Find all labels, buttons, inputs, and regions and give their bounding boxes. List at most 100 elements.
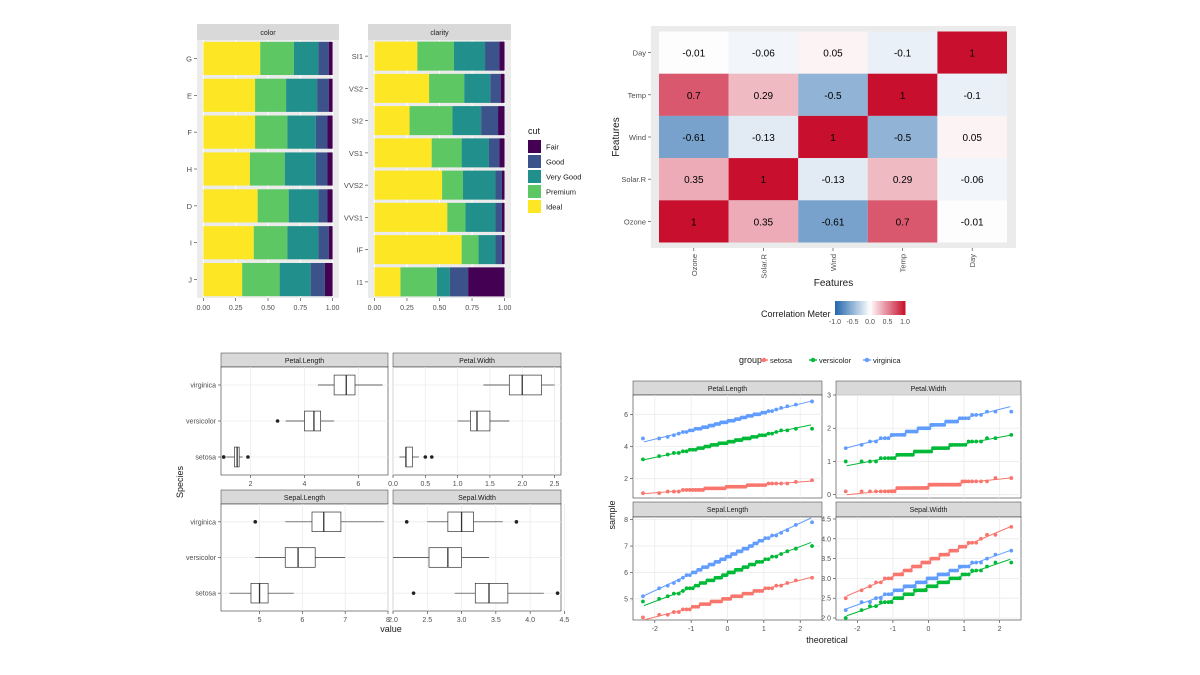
heatmap-cell — [867, 200, 938, 243]
cell-value-label: 0.35 — [754, 217, 774, 228]
facet-sepal-width: Sepal.Width -2 -1 0 1 2 2.0 2.5 3.0 3.5 4.0 4.5 — [821, 501, 1022, 633]
qq-point-virginica — [955, 419, 960, 424]
cell-value-label: 0.05 — [823, 49, 843, 60]
qq-point-versicolor — [974, 568, 979, 573]
qq-point-setosa — [641, 491, 645, 496]
qq-point-versicolor — [763, 433, 768, 438]
qq-point-setosa — [1009, 525, 1014, 529]
colorbar-segment — [889, 301, 892, 315]
colorbar-segment — [875, 301, 878, 315]
qq-point-versicolor — [665, 594, 670, 599]
colorbar-segment — [873, 301, 876, 315]
qq-point-virginica — [665, 583, 670, 588]
bar-segment-good — [495, 235, 502, 265]
qq-point-versicolor — [882, 456, 887, 461]
qq-point-setosa — [874, 489, 878, 494]
qq-point-setosa — [681, 488, 685, 492]
qq-point-virginica — [993, 409, 998, 414]
qq-point-setosa — [868, 489, 872, 494]
cell-value-label: -0.5 — [894, 133, 912, 144]
legend-key-point — [761, 357, 767, 363]
qq-point-setosa — [739, 594, 744, 599]
qq-point-setosa — [779, 583, 784, 588]
qq-point-virginica — [914, 429, 919, 434]
cell-value-label: 1 — [830, 133, 836, 144]
box-versicolor — [428, 547, 462, 568]
facet-strip — [197, 24, 339, 40]
cell-value-label: -0.06 — [752, 49, 775, 60]
facet-clarity: clarity 0.00 0.25 0.50 0.75 1.00 SI1 VS2 SI2 VS1 V… — [344, 24, 511, 312]
qq-point-virginica — [687, 573, 692, 578]
qq-point-setosa — [985, 532, 989, 537]
qq-point-setosa — [754, 483, 759, 488]
qq-point-setosa — [693, 488, 698, 492]
qq-point-versicolor — [993, 436, 998, 441]
qq-point-virginica — [750, 544, 754, 548]
qq-point-versicolor — [757, 433, 762, 438]
qq-point-setosa — [810, 478, 814, 483]
legend-tick-label: 0.0 — [865, 319, 875, 326]
legend-label: Fair — [546, 143, 559, 152]
cell-value-label: -0.1 — [894, 49, 912, 60]
cell-value-label: 1 — [691, 217, 697, 228]
qq-point-setosa — [878, 489, 883, 494]
x-tick-label: 4.5 — [560, 617, 570, 624]
heatmap-cell — [867, 158, 938, 201]
bar-segment-very-good — [279, 262, 311, 297]
bar-segment-good — [315, 152, 328, 186]
x-tick-label: -2 — [652, 626, 658, 633]
y-tick-label: 5 — [624, 596, 628, 603]
y-tick-label: setosa — [195, 455, 216, 462]
bar-segment-very-good — [478, 235, 496, 265]
bar-segment-ideal — [203, 41, 261, 76]
qq-point-versicolor — [641, 599, 645, 604]
qq-point-setosa — [960, 479, 965, 484]
x-tick-label: 0.75 — [293, 305, 307, 312]
colorbar-segment — [871, 301, 874, 315]
x-tick-label: 2.5 — [550, 481, 560, 488]
x-tick-label: 6 — [300, 617, 304, 624]
legend-label: virginica — [873, 356, 901, 365]
x-tick-label: 7 — [343, 617, 347, 624]
qq-point-virginica — [878, 436, 883, 441]
heatmap-cell — [659, 158, 729, 201]
qq-point-setosa — [665, 489, 670, 494]
qq-point-versicolor — [657, 454, 662, 459]
x-tick-label: 6 — [356, 481, 360, 488]
qq-point-setosa — [774, 583, 779, 588]
legend-tick-label: -1.0 — [829, 319, 841, 326]
colorbar-segment — [843, 301, 846, 315]
y-tick-label: 6 — [624, 570, 628, 577]
bar-segment-fair — [327, 115, 333, 149]
qq-point-virginica — [810, 520, 814, 525]
qq-point-versicolor — [974, 439, 979, 444]
qq-point-virginica — [745, 546, 750, 551]
qq-point-virginica — [955, 568, 960, 573]
qq-point-virginica — [779, 405, 784, 410]
box-virginica — [333, 374, 356, 396]
bar-segment-premium — [461, 235, 479, 265]
y-tick-label: F — [187, 128, 192, 137]
qq-point-virginica — [886, 436, 891, 441]
colorbar-segment — [898, 301, 901, 315]
cell-value-label: 1 — [761, 175, 767, 186]
qq-point-versicolor — [676, 591, 681, 596]
x-tick-label: 8 — [386, 617, 390, 624]
bar-segment-ideal — [374, 170, 443, 200]
cell-value-label: 0.7 — [687, 91, 701, 102]
bar-segment-fair — [499, 41, 505, 71]
colorbar-segment — [884, 301, 887, 315]
bar-segment-very-good — [287, 115, 316, 149]
qq-point-setosa — [774, 481, 779, 486]
bar-segment-very-good — [286, 78, 318, 112]
colorbar-segment — [892, 301, 895, 315]
qq-point-versicolor — [886, 456, 891, 461]
qq-point-setosa — [882, 576, 887, 581]
qq-point-versicolor — [889, 600, 894, 605]
qq-point-versicolor — [681, 449, 685, 454]
bar-segment-good — [481, 106, 499, 136]
x-tick-label: Day — [968, 254, 977, 268]
facet-strip-label: Sepal.Length — [284, 495, 325, 502]
qq-point-virginica — [687, 428, 692, 433]
colorbar-segment — [847, 301, 850, 315]
